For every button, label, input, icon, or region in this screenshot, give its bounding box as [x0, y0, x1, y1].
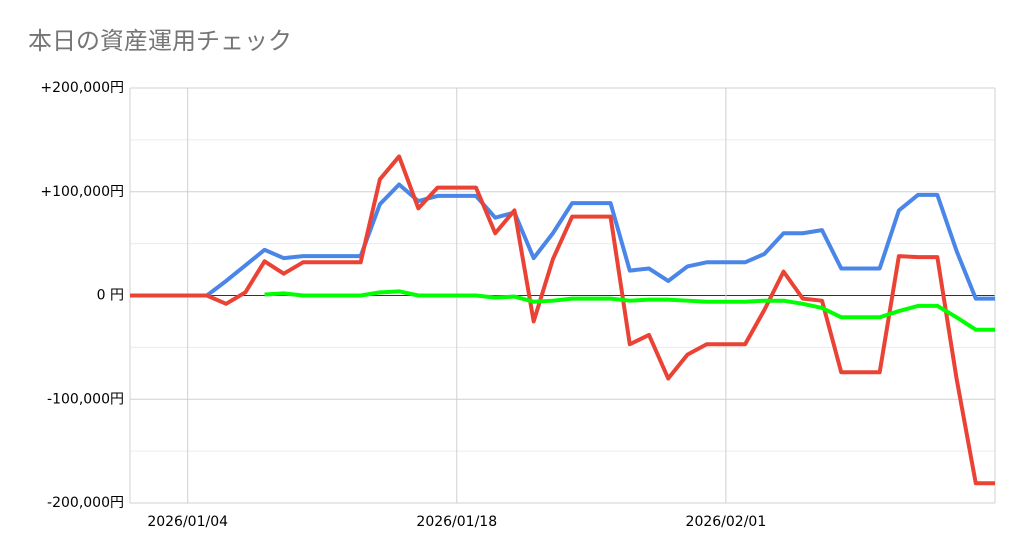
y-tick-label: +200,000円	[40, 80, 124, 96]
series-line	[130, 154, 995, 486]
chart-title: 本日の資産運用チェック	[28, 27, 292, 55]
y-tick-label: -100,000円	[47, 391, 124, 407]
x-tick-label: 2026/02/01	[686, 514, 767, 530]
y-tick-label: -200,000円	[47, 495, 124, 511]
y-tick-label: 0 円	[97, 288, 124, 304]
y-tick-label: +100,000円	[40, 184, 124, 200]
series-line	[264, 289, 995, 332]
series-line	[130, 182, 995, 301]
x-tick-label: 2026/01/04	[147, 514, 228, 530]
x-tick-label: 2026/01/18	[416, 514, 497, 530]
